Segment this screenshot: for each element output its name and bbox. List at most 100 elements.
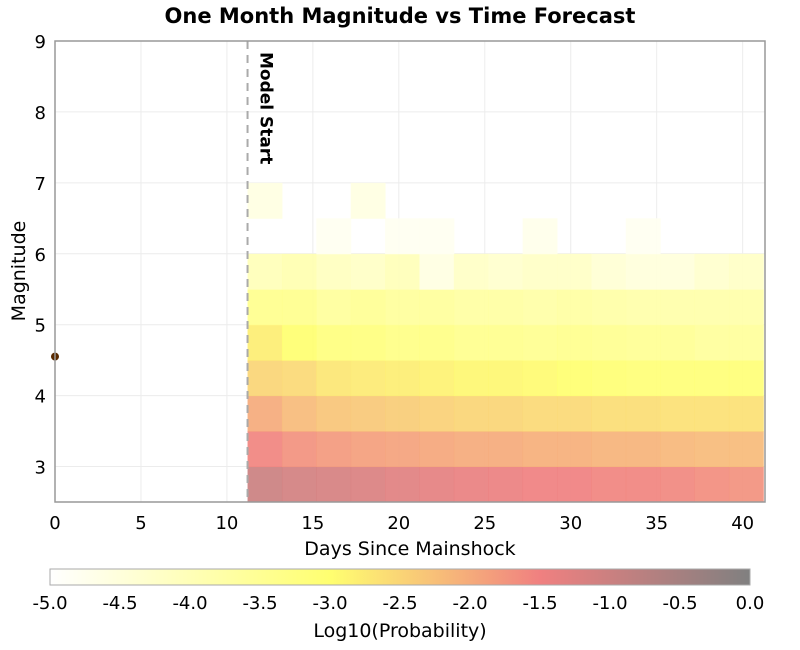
colorbar-tick-label: -2.0 [452, 593, 487, 614]
plot-frame [54, 40, 766, 503]
heatmap-cell [350, 466, 386, 503]
heatmap-cell [660, 289, 696, 326]
heatmap-cell [453, 360, 489, 397]
heatmap-cell [591, 395, 627, 432]
heatmap-cell [281, 253, 317, 290]
heatmap-cell [385, 289, 420, 326]
heatmap-cell [419, 289, 455, 326]
heatmap-cell [625, 324, 661, 361]
heatmap-cell [488, 466, 524, 503]
heatmap-cell [350, 289, 386, 326]
heatmap-cell [316, 218, 352, 255]
heatmap-cell [488, 431, 524, 468]
heatmap-cell [625, 289, 661, 326]
x-tick-label: 15 [301, 513, 324, 534]
heatmap-cell [385, 360, 420, 397]
heatmap-cell [247, 360, 283, 397]
heatmap-cell [316, 324, 352, 361]
y-tick-label: 4 [35, 387, 46, 408]
heatmap-cell [316, 431, 352, 468]
model-start-label: Model Start [256, 52, 276, 164]
heatmap-cell [728, 466, 764, 503]
heatmap-cell [694, 324, 730, 361]
colorbar-tick-label: -4.0 [172, 593, 207, 614]
heatmap-cell [522, 253, 558, 290]
heatmap-cell [591, 289, 627, 326]
heatmap-cell [522, 360, 558, 397]
heatmap-cell [453, 466, 489, 503]
heatmap-cell [488, 253, 524, 290]
colorbar-tick-label: -1.5 [522, 593, 557, 614]
heatmap-cell [316, 395, 352, 432]
heatmap-cell [385, 218, 420, 255]
colorbar-tick-label: -3.5 [242, 593, 277, 614]
heatmap-cell [247, 182, 283, 219]
heatmap-cell [385, 253, 420, 290]
heatmap-cell [281, 466, 317, 503]
chart-title: One Month Magnitude vs Time Forecast [165, 4, 636, 28]
heatmap-cell [728, 360, 764, 397]
heatmap-cell [453, 253, 489, 290]
heatmap-cell [453, 431, 489, 468]
heatmap-cell [694, 466, 730, 503]
colorbar-ticks: -5.0 -4.5 -4.0 -3.5 -3.0 -2.5 -2.0 -1.5 -1.0 -0.5… [32, 593, 764, 614]
heatmap-cell [247, 253, 283, 290]
heatmap-cell [316, 253, 352, 290]
heatmap-cell [591, 253, 627, 290]
heatmap-cell [625, 395, 661, 432]
heatmap-cell [556, 395, 592, 432]
heatmap-cell [556, 466, 592, 503]
heatmap-cell [247, 466, 283, 503]
heatmap-cell [522, 324, 558, 361]
x-tick-label: 35 [645, 513, 668, 534]
heatmap-cell [694, 360, 730, 397]
heatmap-cell [728, 395, 764, 432]
heatmap-cell [281, 395, 317, 432]
heatmap-cell [625, 360, 661, 397]
heatmap-cell [419, 253, 455, 290]
heatmap-cell [316, 360, 352, 397]
heatmap-cells [247, 182, 764, 503]
x-axis-label: Days Since Mainshock [304, 538, 515, 560]
heatmap-cell [247, 324, 283, 361]
heatmap-cell [591, 466, 627, 503]
y-tick-label: 8 [35, 103, 46, 124]
heatmap-cell [694, 431, 730, 468]
colorbar-tick-label: -0.5 [662, 593, 697, 614]
colorbar-tick-label: -2.5 [382, 593, 417, 614]
heatmap-cell [281, 289, 317, 326]
heatmap-cell [350, 324, 386, 361]
heatmap-cell [350, 431, 386, 468]
heatmap-cell [247, 289, 283, 326]
heatmap-cell [625, 431, 661, 468]
heatmap-cell [728, 289, 764, 326]
heatmap-cell [556, 289, 592, 326]
heatmap-cell [660, 253, 696, 290]
heatmap-cell [660, 324, 696, 361]
heatmap-cell [247, 395, 283, 432]
colorbar-tick-label: 0.0 [736, 593, 765, 614]
x-tick-label: 10 [215, 513, 238, 534]
heatmap-cell [591, 431, 627, 468]
heatmap-cell [488, 289, 524, 326]
heatmap-cell [350, 395, 386, 432]
heatmap-cell [350, 253, 386, 290]
colorbar-tick-label: -4.5 [102, 593, 137, 614]
heatmap-cell [385, 324, 420, 361]
heatmap-cell [728, 431, 764, 468]
heatmap-cell [350, 182, 386, 219]
heatmap-cell [625, 466, 661, 503]
heatmap-cell [419, 431, 455, 468]
heatmap-cell [419, 466, 455, 503]
heatmap-cell [694, 289, 730, 326]
heatmap-cell [591, 324, 627, 361]
heatmap-cell [281, 431, 317, 468]
heatmap-cell [522, 466, 558, 503]
heatmap-cell [660, 360, 696, 397]
heatmap-cell [556, 253, 592, 290]
heatmap-cell [419, 218, 455, 255]
heatmap-cell [660, 431, 696, 468]
heatmap-cell [488, 324, 524, 361]
y-tick-label: 6 [35, 245, 46, 266]
